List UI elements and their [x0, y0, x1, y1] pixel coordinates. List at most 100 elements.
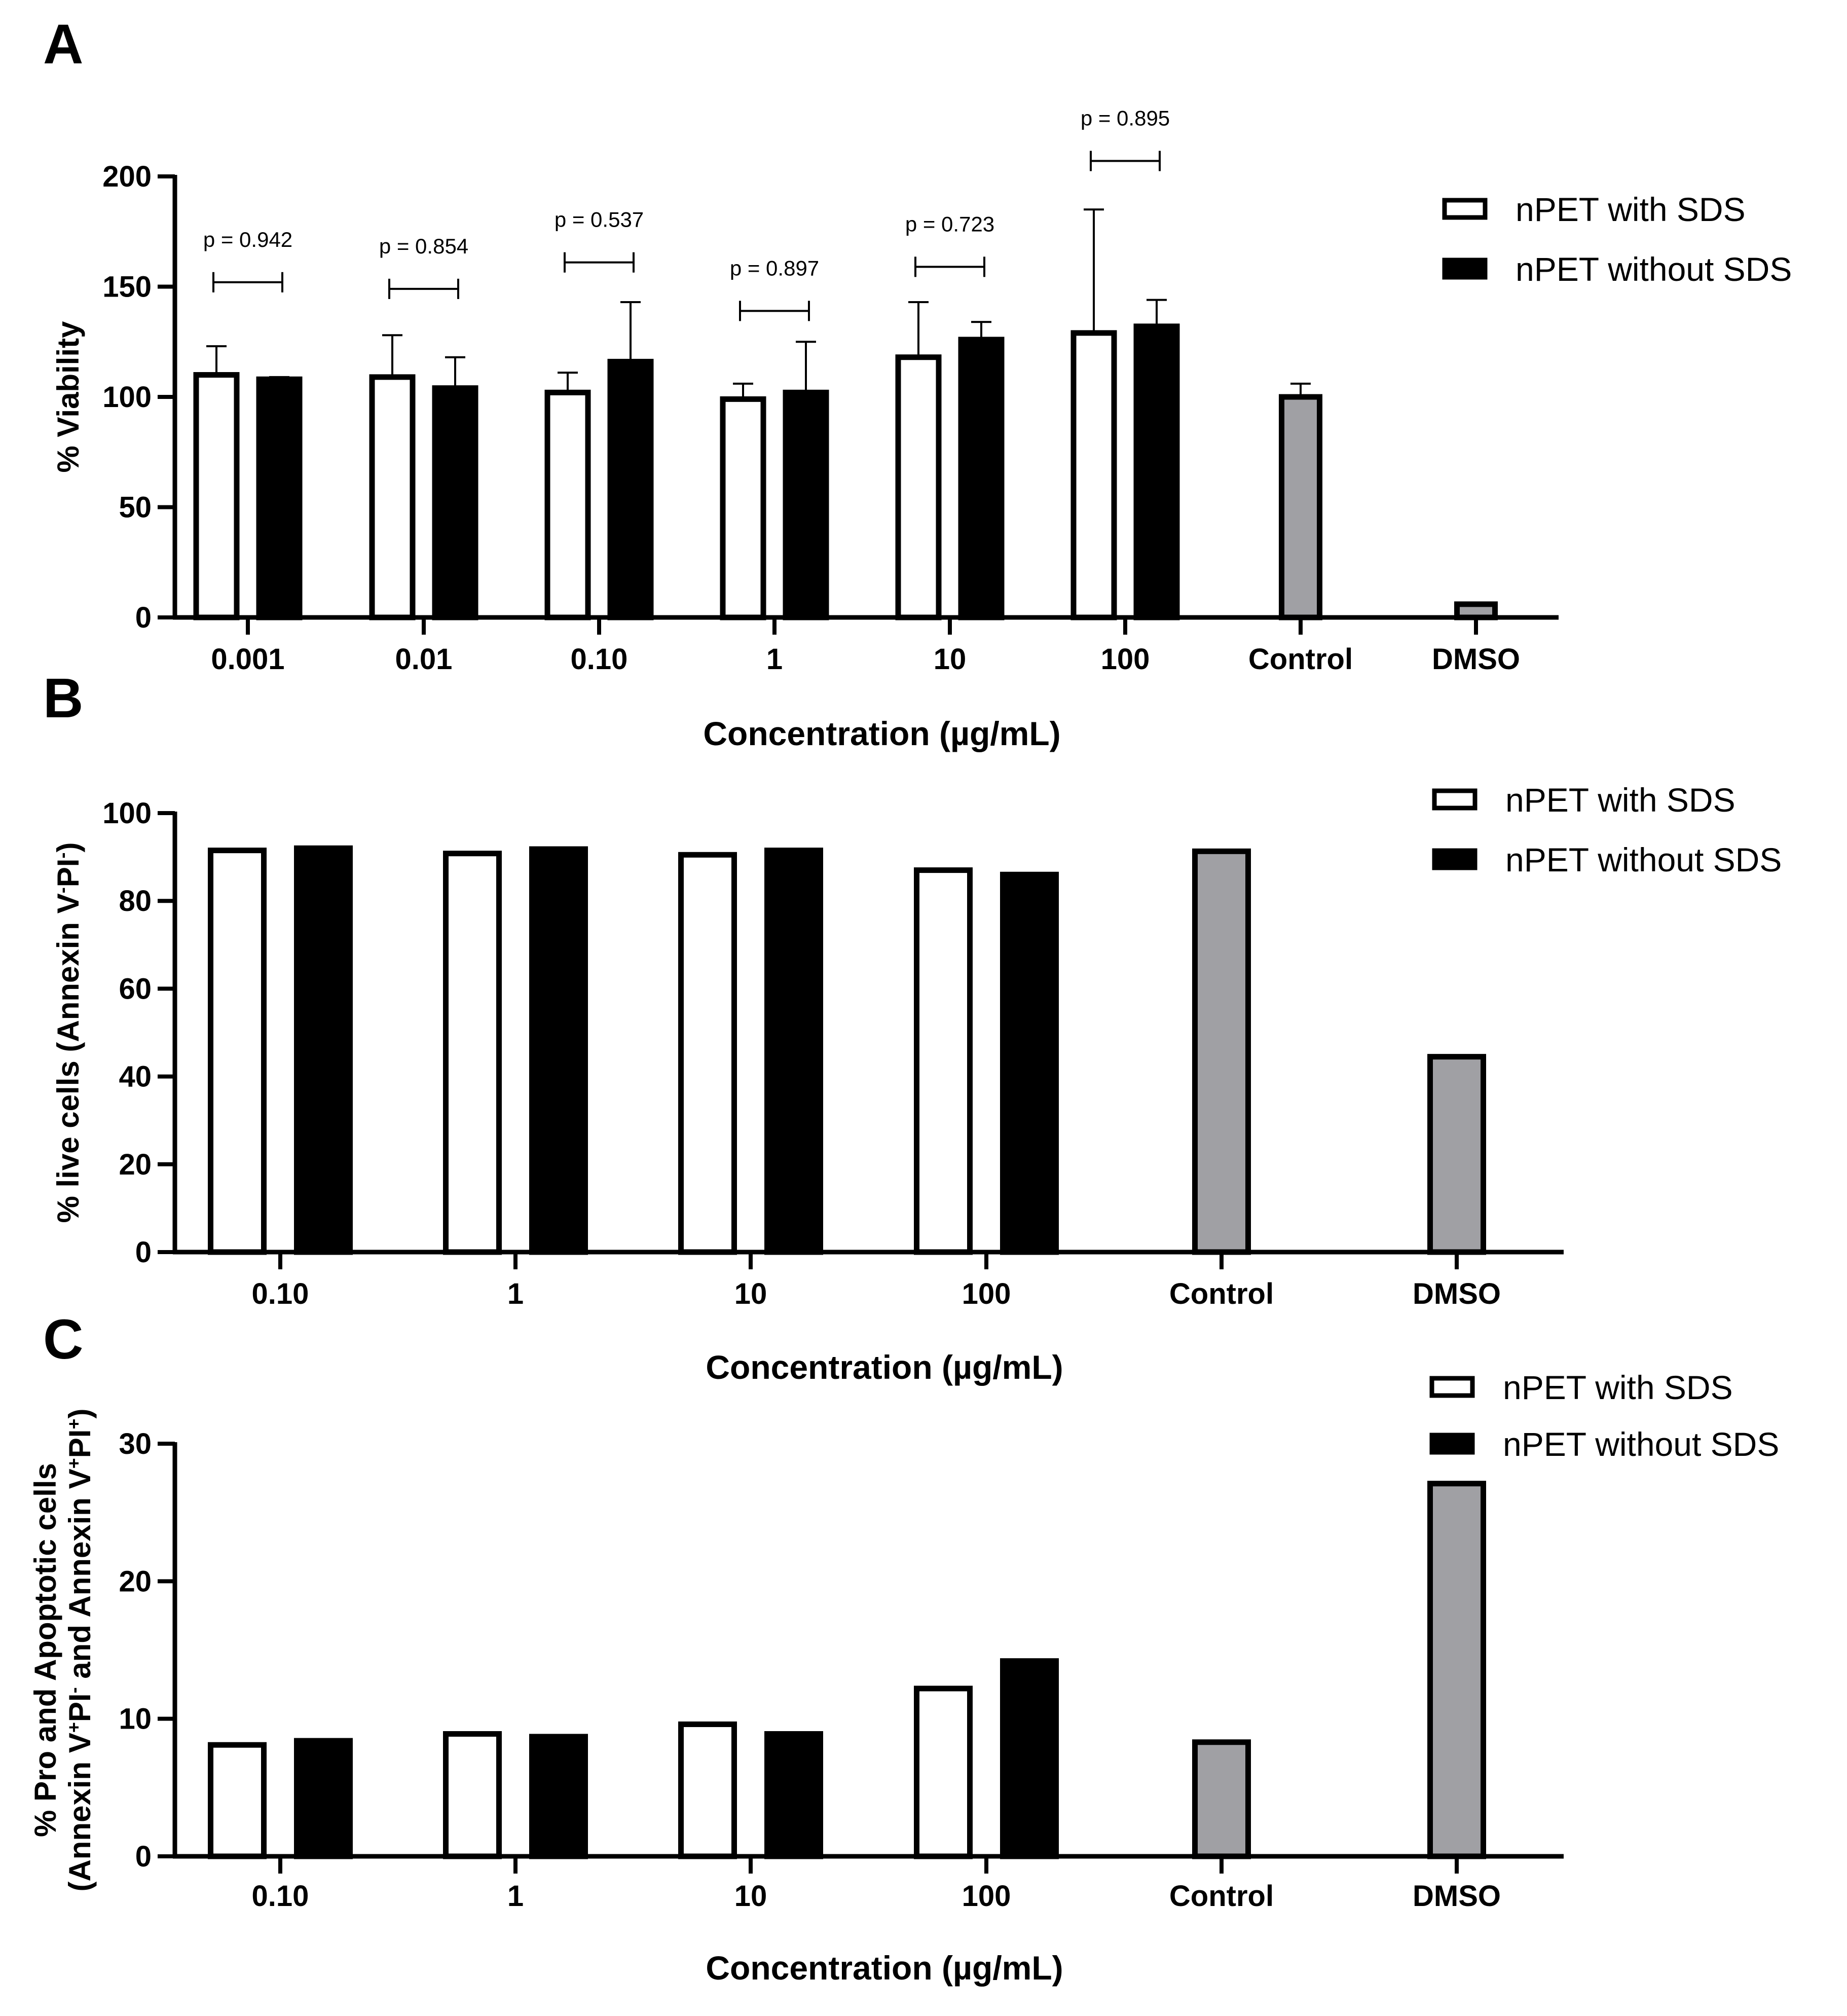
x-tick-label: 0.01	[395, 643, 453, 676]
bar-with-sds-100	[914, 867, 973, 1255]
x-axis-title: Concentration (µg/mL)	[703, 715, 1060, 752]
y-tick-label: 50	[119, 491, 152, 524]
axis-title-superscript: +	[63, 1458, 84, 1469]
x-tick-label: 0.10	[571, 643, 628, 676]
p-value-label: p = 0.854	[379, 234, 468, 258]
bar-with-sds-1	[720, 396, 766, 620]
panel-c: C 0 10 20 30 0.10 1 10 100 Control DMSO Concentrat…	[28, 1308, 1779, 1987]
x-tick-label: 0.001	[211, 643, 284, 676]
y-tick-label: 30	[119, 1427, 152, 1460]
y-tick-label: 150	[102, 271, 152, 304]
bar-with-sds-0p10	[544, 389, 591, 620]
legend-label-without-sds: nPET without SDS	[1503, 1425, 1779, 1463]
bar-with-sds-10	[678, 1721, 737, 1859]
legend-label-with-sds: nPET with SDS	[1503, 1369, 1733, 1406]
bar-control-control	[1192, 1739, 1251, 1859]
bar-with-sds-10	[678, 852, 737, 1255]
x-tick-label: 10	[734, 1277, 767, 1310]
axis-title-part: and Annexin V	[63, 1469, 97, 1687]
axis-title-part: PI	[51, 859, 85, 888]
x-tick-label: DMSO	[1413, 1880, 1501, 1913]
y-tick-label: 200	[102, 160, 152, 193]
p-value-label: p = 0.895	[1081, 106, 1170, 130]
legend-swatch-without-sds	[1442, 258, 1488, 280]
axis-title-superscript: +	[63, 1722, 84, 1733]
x-tick-label: Control	[1169, 1880, 1274, 1913]
legend-label-without-sds: nPET without SDS	[1516, 250, 1792, 288]
p-value-label: p = 0.723	[905, 212, 994, 236]
legend-swatch-with-sds	[1442, 198, 1488, 220]
axis-title-part: PI	[63, 1693, 97, 1722]
y-tick-label: 60	[119, 972, 152, 1005]
y-tick-label: 0	[135, 601, 152, 634]
bar-without-sds-0p10	[294, 845, 353, 1255]
x-tick-label: 100	[1101, 643, 1150, 676]
bar-control-control	[1279, 394, 1322, 620]
x-tick-label: 100	[962, 1880, 1011, 1913]
bar-without-sds-0p01	[432, 385, 478, 620]
x-axis-title: Concentration (µg/mL)	[706, 1348, 1063, 1386]
y-axis-title-line2: (Annexin V+PI- and Annexin V+PI+)	[63, 1408, 97, 1891]
x-tick-label: 1	[766, 643, 783, 676]
bar-without-sds-0p10	[294, 1738, 353, 1859]
axis-title-part: )	[63, 1408, 97, 1418]
bar-with-sds-0p01	[369, 374, 416, 620]
legend-swatch-with-sds	[1429, 1376, 1475, 1398]
y-tick-label: 20	[119, 1148, 152, 1181]
bar-with-sds-100	[914, 1685, 973, 1859]
axis-title-superscript: -	[52, 887, 72, 893]
y-tick-label: 100	[102, 797, 152, 830]
x-tick-label: Control	[1169, 1277, 1274, 1310]
x-tick-label: 0.10	[252, 1880, 309, 1913]
x-tick-label: Control	[1248, 643, 1353, 676]
bar-control-control	[1192, 848, 1251, 1255]
bar-without-sds-10	[958, 337, 1005, 620]
axis-title-part: )	[51, 842, 85, 853]
bar-with-sds-10	[895, 354, 942, 620]
axis-title-superscript: -	[52, 853, 72, 859]
bar-without-sds-10	[764, 1731, 823, 1859]
legend-swatch-without-sds	[1429, 1433, 1475, 1455]
y-tick-label: 40	[119, 1060, 152, 1093]
bar-without-sds-0p001	[256, 376, 303, 620]
x-tick-label: 10	[734, 1880, 767, 1913]
p-value-label: p = 0.537	[555, 208, 644, 232]
x-tick-label: 10	[934, 643, 967, 676]
legend-label-with-sds: nPET with SDS	[1505, 781, 1735, 819]
bar-with-sds-0p10	[208, 1742, 267, 1859]
y-tick-label: 20	[119, 1565, 152, 1598]
axis-title-part: PI	[63, 1429, 97, 1458]
bar-without-sds-1	[529, 846, 588, 1255]
axis-title-part: % live cells (Annexin V	[51, 893, 85, 1223]
y-axis-title: % Viability	[51, 321, 85, 473]
p-value-label: p = 0.897	[730, 256, 819, 280]
y-axis-title: % live cells (Annexin V-PI-)	[51, 842, 85, 1223]
x-tick-label: 100	[962, 1277, 1011, 1310]
y-tick-label: 100	[102, 381, 152, 414]
legend-swatch-with-sds	[1432, 788, 1477, 811]
panel-a: A 0 50 100 150 200 0.001 0.01 0.10 1 10 100 Control…	[43, 13, 1792, 752]
legend-label-without-sds: nPET without SDS	[1505, 841, 1782, 878]
panel-label-c: C	[43, 1308, 83, 1371]
x-tick-label: DMSO	[1432, 643, 1520, 676]
bar-without-sds-1	[783, 389, 829, 620]
bar-with-sds-0p10	[208, 848, 267, 1255]
x-axis-title: Concentration (µg/mL)	[706, 1949, 1063, 1987]
bar-control-dmso	[1427, 1481, 1486, 1859]
bar-without-sds-0p10	[607, 358, 654, 620]
y-tick-label: 80	[119, 885, 152, 918]
bar-with-sds-0p001	[193, 372, 240, 620]
axis-title-superscript: -	[63, 1687, 84, 1693]
bar-with-sds-1	[443, 1731, 502, 1859]
y-tick-label: 10	[119, 1703, 152, 1736]
bar-with-sds-1	[443, 851, 502, 1255]
y-axis-title-line1: % Pro and Apoptotic cells	[28, 1463, 62, 1837]
legend-label-with-sds: nPET with SDS	[1516, 191, 1746, 228]
y-tick-label: 0	[135, 1840, 152, 1873]
panel-label-b: B	[43, 667, 83, 729]
legend-swatch-without-sds	[1432, 848, 1477, 870]
y-tick-label: 0	[135, 1236, 152, 1269]
panel-label-a: A	[43, 13, 83, 76]
panel-b: B 0 20 40 60 80 100 0.10 1 10 100 Control DMSO Conce…	[43, 667, 1782, 1386]
